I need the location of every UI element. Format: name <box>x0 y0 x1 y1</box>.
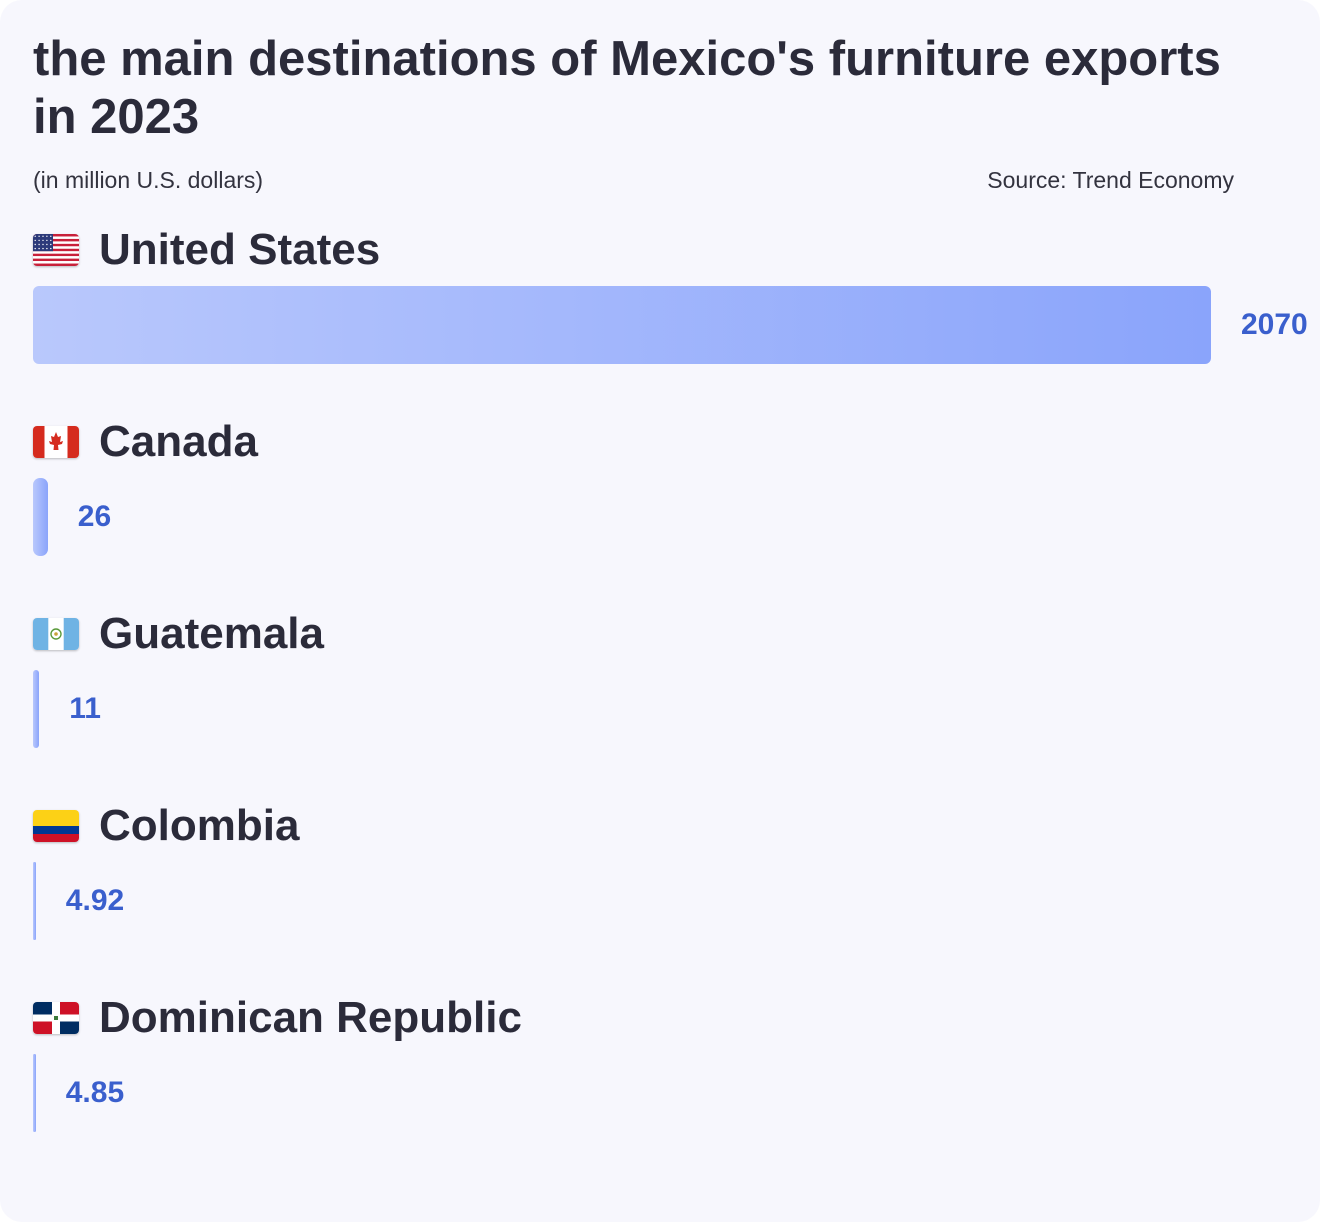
bar <box>33 670 40 748</box>
bar-row: Guatemala 11 <box>0 606 1320 766</box>
chart-subtitle: (in million U.S. dollars) <box>33 167 264 193</box>
bar <box>33 1054 36 1132</box>
bar <box>33 862 36 940</box>
country-name: Colombia <box>99 801 300 850</box>
chart-source: Source: Trend Economy <box>987 167 1234 193</box>
country-name: Canada <box>99 417 258 466</box>
category-label: Guatemala <box>33 606 324 662</box>
category-label: United States <box>33 222 380 278</box>
country-name: Dominican Republic <box>99 993 522 1042</box>
country-name: Guatemala <box>99 609 324 658</box>
data-label: 2070 <box>1241 308 1308 341</box>
country-name: United States <box>99 225 381 274</box>
data-label: 11 <box>69 692 101 725</box>
data-label: 26 <box>77 500 112 533</box>
bar <box>33 478 48 556</box>
category-label: Canada <box>33 414 258 470</box>
do-flag-icon <box>33 1002 79 1034</box>
bar-row: United States 2070 <box>0 222 1320 382</box>
data-label: 4.92 <box>65 884 125 917</box>
data-label: 4.85 <box>65 1076 125 1109</box>
ca-flag-icon <box>33 426 79 458</box>
bar-row: Dominican Republic 4.85 <box>0 990 1320 1150</box>
us-flag-icon <box>33 234 79 266</box>
co-flag-icon <box>33 810 79 842</box>
chart-title: the main destinations of Mexico's furnit… <box>33 32 1221 144</box>
bar-row: Colombia 4.92 <box>0 798 1320 958</box>
category-label: Colombia <box>33 798 299 854</box>
gt-flag-icon <box>33 618 79 650</box>
bar <box>33 286 1211 364</box>
category-label: Dominican Republic <box>33 990 522 1046</box>
bar-row: Canada 26 <box>0 414 1320 574</box>
